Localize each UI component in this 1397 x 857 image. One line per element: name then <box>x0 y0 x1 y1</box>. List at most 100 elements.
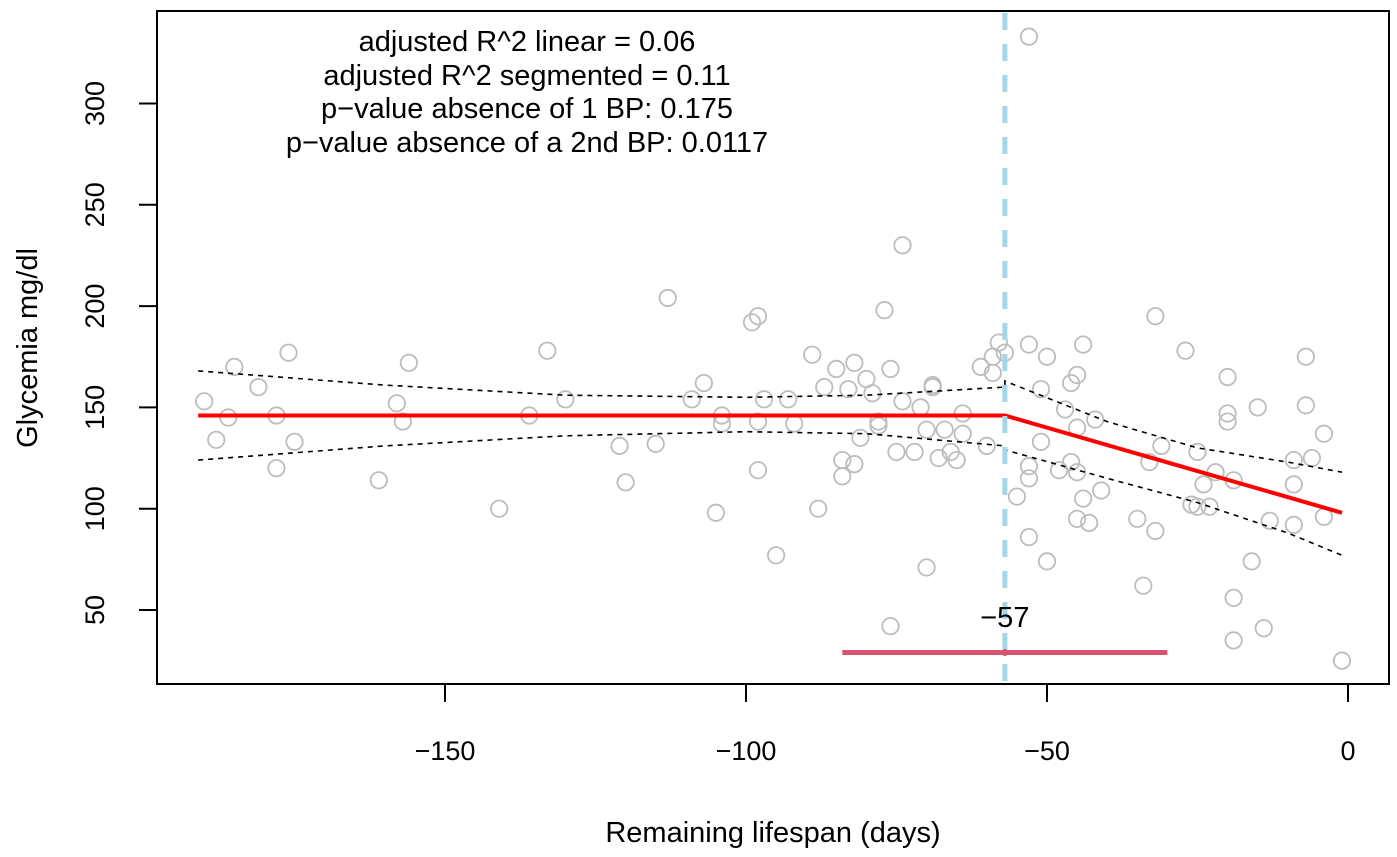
data-point <box>923 378 942 397</box>
x-tick-label: −100 <box>716 736 777 766</box>
data-point <box>1296 347 1315 366</box>
data-point <box>646 434 665 453</box>
data-point <box>917 558 936 577</box>
data-point <box>1068 509 1087 528</box>
data-point <box>785 414 804 433</box>
annotation-pvalue-2bp: p−value absence of a 2nd BP: 0.0117 <box>286 127 768 159</box>
data-point <box>953 424 972 443</box>
data-point <box>1134 576 1153 595</box>
data-point <box>742 313 762 332</box>
data-point <box>869 416 888 435</box>
breakpoint: −57 <box>842 13 1168 683</box>
data-point <box>1302 448 1321 468</box>
data-point <box>893 392 912 411</box>
data-point <box>267 459 286 478</box>
data-point <box>1224 631 1243 650</box>
data-point <box>658 288 677 308</box>
x-tick-label: −150 <box>415 736 476 766</box>
data-point <box>490 499 509 518</box>
data-point <box>1037 347 1057 366</box>
data-point <box>1092 481 1111 500</box>
annotation-r2-segmented: adjusted R^2 segmented = 0.11 <box>323 60 730 92</box>
y-tick-label: 100 <box>80 486 110 531</box>
data-point <box>1200 497 1219 516</box>
data-point <box>1296 396 1315 415</box>
data-point <box>1218 367 1237 387</box>
data-point <box>809 499 828 518</box>
data-point <box>610 436 629 455</box>
data-point <box>748 307 768 326</box>
data-point <box>1332 651 1352 670</box>
data-point <box>766 546 786 565</box>
annotation-pvalue-1bp: p−value absence of 1 BP: 0.175 <box>321 93 733 125</box>
data-point <box>1254 619 1273 638</box>
data-point <box>803 345 822 364</box>
data-point <box>1314 424 1334 443</box>
data-point <box>869 412 888 431</box>
data-point <box>279 343 298 362</box>
data-point <box>839 380 858 399</box>
data-point <box>881 617 900 636</box>
data-point <box>827 359 846 379</box>
data-point <box>971 357 990 376</box>
data-point <box>1031 432 1051 451</box>
data-point <box>1218 412 1237 431</box>
data-point <box>1086 410 1105 429</box>
data-point <box>1284 515 1303 535</box>
x-ticks: −150 −100 −50 0 <box>415 684 1356 766</box>
data-points <box>195 27 1352 670</box>
data-point <box>195 392 214 411</box>
data-point <box>399 353 418 372</box>
x-tick-label: 0 <box>1340 736 1355 766</box>
data-point <box>556 390 575 409</box>
data-point <box>875 301 894 320</box>
ci-lower-line <box>198 430 1343 557</box>
data-point <box>1019 457 1039 476</box>
data-point <box>1068 463 1087 482</box>
confidence-band <box>198 370 1343 557</box>
y-tick-label: 300 <box>80 81 110 126</box>
data-point <box>1049 461 1069 480</box>
data-point <box>1284 475 1303 494</box>
data-point <box>935 420 954 439</box>
data-point <box>249 378 268 397</box>
data-point <box>1176 341 1195 360</box>
data-point <box>863 384 882 403</box>
annotation-r2-linear: adjusted R^2 linear = 0.06 <box>359 26 696 58</box>
data-point <box>1248 398 1267 417</box>
data-point <box>905 442 924 462</box>
data-point <box>1146 307 1165 326</box>
data-point <box>893 236 912 255</box>
data-point <box>748 461 768 480</box>
data-point <box>815 378 834 397</box>
ci-upper-line <box>198 370 1343 473</box>
fit-line <box>198 413 1343 515</box>
data-point <box>845 353 864 372</box>
segmented-fit <box>198 413 1343 515</box>
data-point <box>1284 450 1303 470</box>
y-tick-label: 200 <box>80 284 110 329</box>
data-point <box>1019 27 1039 46</box>
data-point <box>851 428 870 447</box>
breakpoint-label: −57 <box>980 602 1029 634</box>
data-point <box>1080 513 1099 532</box>
data-point <box>616 473 635 492</box>
data-point <box>754 390 774 409</box>
x-tick-label: −50 <box>1024 736 1070 766</box>
data-point <box>1061 453 1081 472</box>
y-tick-label: 50 <box>80 595 110 625</box>
data-point <box>911 398 930 417</box>
y-ticks: 50 100 150 200 250 300 <box>80 81 157 625</box>
data-point <box>1074 489 1093 508</box>
data-point <box>953 404 972 423</box>
data-point <box>917 420 936 439</box>
data-point <box>881 359 900 379</box>
data-point <box>538 341 557 360</box>
data-point <box>1140 453 1159 472</box>
data-point <box>1019 469 1039 488</box>
data-point <box>1146 521 1165 541</box>
data-point <box>1055 400 1075 419</box>
data-point <box>207 430 226 449</box>
x-axis-title: Remaining lifespan (days) <box>605 817 940 849</box>
data-point <box>977 436 996 455</box>
